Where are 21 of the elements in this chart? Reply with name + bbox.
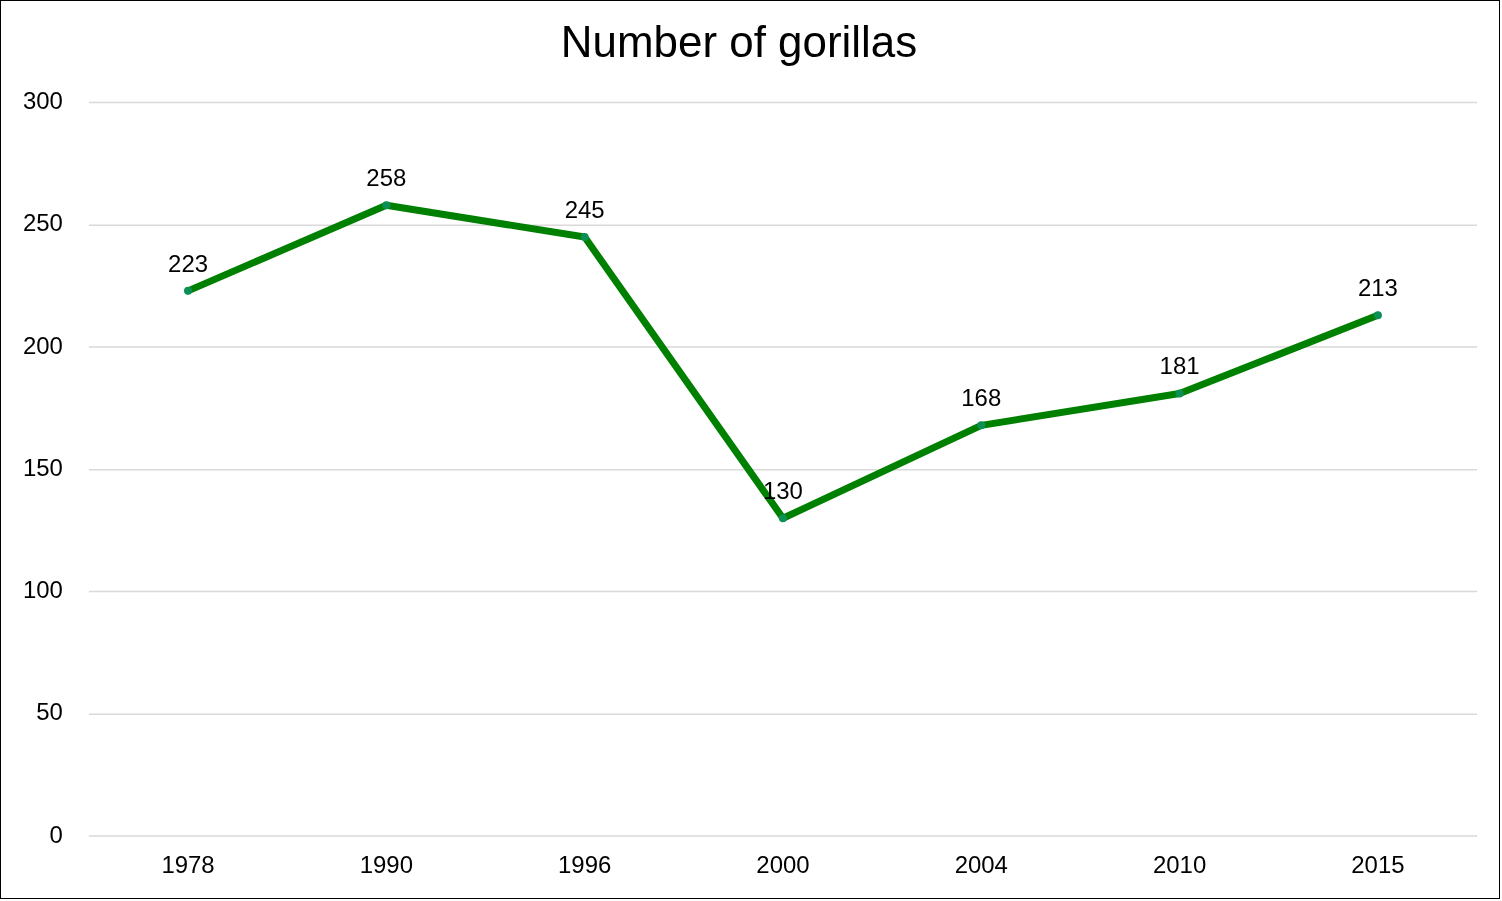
x-tick-label: 2004 [954,851,1008,879]
y-tick-label: 250 [22,209,63,237]
x-tick-label: 1996 [558,851,612,879]
chart-title: Number of gorillas [560,17,918,67]
data-label: 181 [1159,352,1200,380]
data-label: 168 [961,384,1002,412]
data-label: 223 [168,249,209,277]
data-label: 213 [1357,273,1398,301]
y-tick-label: 200 [22,331,63,359]
data-label: 258 [366,163,407,191]
x-tick-label: 1978 [161,851,215,879]
y-tick-label: 300 [22,87,63,115]
y-tick-label: 0 [49,820,63,848]
y-tick-label: 100 [22,576,63,604]
y-tick-label: 150 [22,453,63,481]
y-tick-label: 50 [36,698,63,726]
data-label: 245 [564,195,605,223]
x-tick-label: 2000 [756,851,810,879]
x-tick-label: 1990 [359,851,413,879]
x-tick-label: 2010 [1152,851,1207,879]
x-tick-label: 2015 [1351,851,1405,879]
